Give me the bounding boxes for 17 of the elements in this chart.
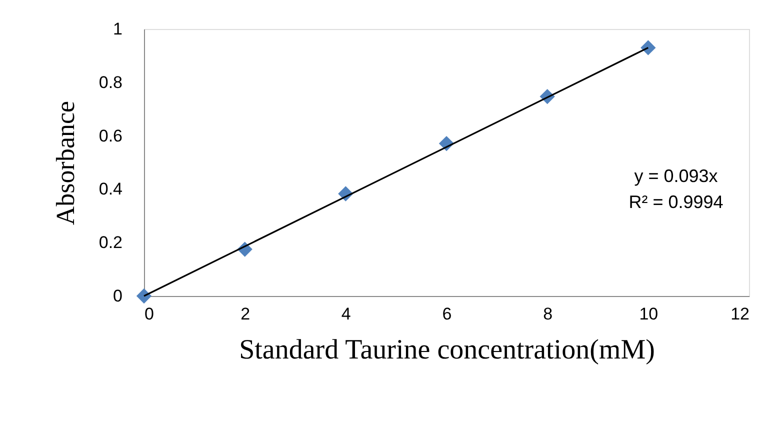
y-tick-label: 0.4 [98,180,122,199]
x-tick-label: 12 [730,304,750,324]
x-tick-label: 8 [543,304,553,324]
annotation: R² = 0.9994 [628,192,724,212]
x-axis-title: Standard Taurine concentration(mM) [239,334,655,366]
y-tick-label: 0.8 [98,72,122,92]
y-tick-label: 0.6 [98,126,122,146]
x-tick-label: 2 [240,304,250,324]
annotation: y = 0.093x [634,166,718,186]
x-tick-label: 10 [639,304,658,324]
y-tick-label: 0 [113,286,122,306]
y-tick-label: 1 [113,20,122,38]
x-tick-label: 6 [442,304,452,324]
x-tick-label: 0 [144,304,154,324]
y-axis-title: Absorbance [50,100,80,226]
y-tick-label: 0.2 [98,233,122,252]
x-tick-label: 4 [341,304,351,324]
